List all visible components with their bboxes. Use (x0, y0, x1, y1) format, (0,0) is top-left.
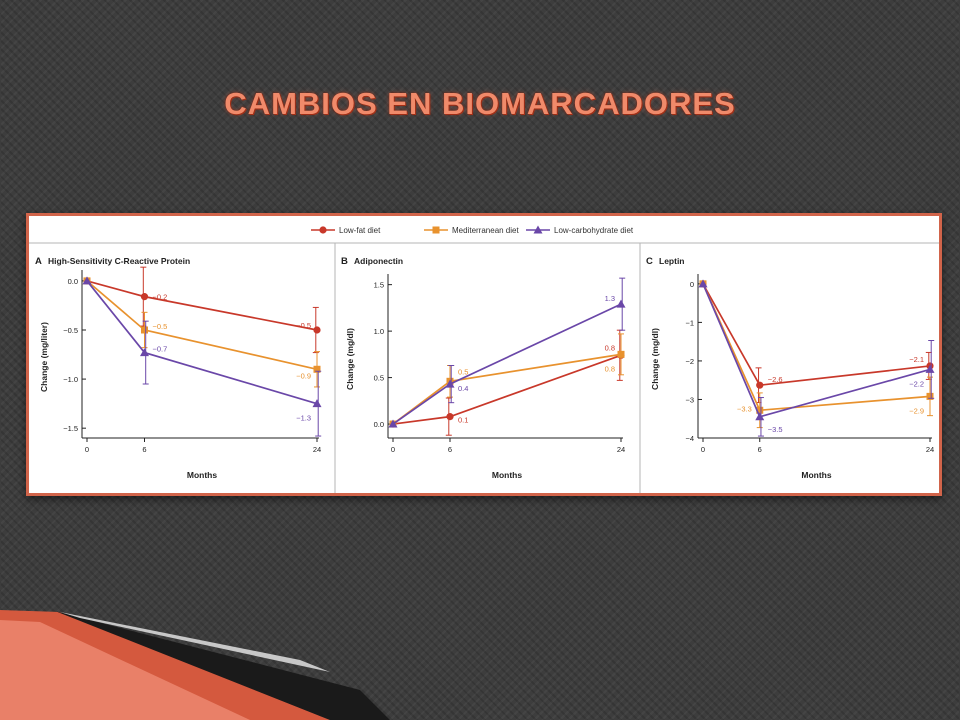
x-tick-label: 0 (85, 445, 89, 454)
data-point (140, 348, 149, 357)
data-label: −3.5 (768, 425, 783, 434)
y-tick-label: −4 (685, 434, 694, 443)
y-tick-label: −1.0 (63, 375, 78, 384)
data-label: −2.9 (909, 406, 924, 415)
panel-title: Leptin (659, 256, 685, 266)
data-point (698, 279, 708, 288)
data-label: 0.1 (458, 416, 468, 425)
y-axis-label: Change (mg/liter) (39, 322, 49, 392)
x-axis-label: Months (187, 470, 217, 480)
x-tick-label: 6 (448, 445, 452, 454)
data-label: 0.8 (605, 364, 615, 373)
data-label: −0.5 (153, 322, 168, 331)
data-point (756, 381, 764, 389)
y-tick-label: 1.5 (374, 281, 384, 290)
data-point (445, 379, 455, 388)
data-point (617, 350, 625, 358)
data-point (756, 406, 764, 414)
data-label: −0.7 (153, 345, 168, 354)
data-label: −0.2 (153, 293, 168, 302)
x-axis-label: Months (801, 470, 831, 480)
panel-letter: B (341, 256, 348, 267)
panel-letter: A (35, 256, 42, 267)
data-point (141, 326, 148, 334)
x-tick-label: 0 (701, 445, 705, 454)
data-point (140, 293, 149, 301)
panel-letter: C (646, 256, 653, 267)
y-tick-label: −1.5 (63, 424, 78, 433)
ribbon-shadow (55, 611, 390, 720)
data-point (82, 276, 92, 285)
legend-label: Low-fat diet (339, 226, 381, 235)
panel-title: Adiponectin (354, 256, 403, 266)
data-point (313, 365, 321, 373)
y-tick-label: 0.0 (374, 420, 384, 429)
data-label: −2.2 (909, 379, 924, 388)
y-axis-label: Change (mg/dl) (650, 328, 660, 390)
y-axis-label: Change (mg/dl) (345, 328, 355, 390)
legend-label: Low-carbohydrate diet (554, 226, 634, 235)
data-label: −0.9 (296, 371, 311, 380)
legend-label: Mediterranean diet (452, 226, 519, 235)
x-tick-label: 6 (142, 445, 146, 454)
biomarker-figure: Low-fat diet Mediterranean diet Low-carboh… (29, 216, 939, 493)
data-label: 1.3 (605, 294, 615, 303)
legend-marker (319, 226, 327, 234)
data-point (926, 392, 934, 400)
y-tick-label: 0.5 (374, 374, 384, 383)
legend-band (29, 216, 939, 243)
ribbon-highlight (60, 612, 330, 672)
x-tick-label: 24 (926, 445, 934, 454)
x-tick-label: 24 (617, 445, 625, 454)
data-point (313, 326, 321, 334)
data-label: −0.5 (296, 321, 311, 330)
x-tick-label: 6 (758, 445, 762, 454)
y-tick-label: 1.0 (374, 327, 384, 336)
data-point (388, 419, 398, 428)
data-point (312, 399, 322, 408)
x-tick-label: 24 (313, 445, 321, 454)
data-label: −2.6 (768, 375, 783, 384)
data-label: 0.8 (605, 343, 615, 352)
y-tick-label: 0 (690, 280, 694, 289)
panel-title: High-Sensitivity C-Reactive Protein (48, 256, 190, 266)
data-point (616, 299, 626, 308)
y-tick-label: 0.0 (68, 277, 78, 286)
data-label: −3.3 (737, 404, 752, 413)
data-point (925, 364, 935, 373)
x-axis-label: Months (492, 470, 522, 480)
data-label: 0.5 (458, 367, 468, 376)
y-tick-label: −1 (685, 318, 694, 327)
x-tick-label: 0 (391, 445, 395, 454)
figure-frame: Low-fat diet Mediterranean diet Low-carboh… (26, 213, 942, 496)
y-tick-label: −3 (685, 395, 694, 404)
slide-title: CAMBIOS EN BIOMARCADORES (224, 86, 736, 121)
data-point (446, 413, 454, 421)
data-point (755, 412, 765, 421)
legend-marker (432, 226, 440, 234)
data-label: −1.3 (296, 414, 311, 423)
y-tick-label: −0.5 (63, 326, 78, 335)
data-label: −2.1 (909, 355, 924, 364)
y-tick-label: −2 (685, 357, 694, 366)
data-label: 0.4 (458, 384, 468, 393)
ribbon-light (0, 620, 250, 720)
legend-marker (533, 225, 543, 234)
